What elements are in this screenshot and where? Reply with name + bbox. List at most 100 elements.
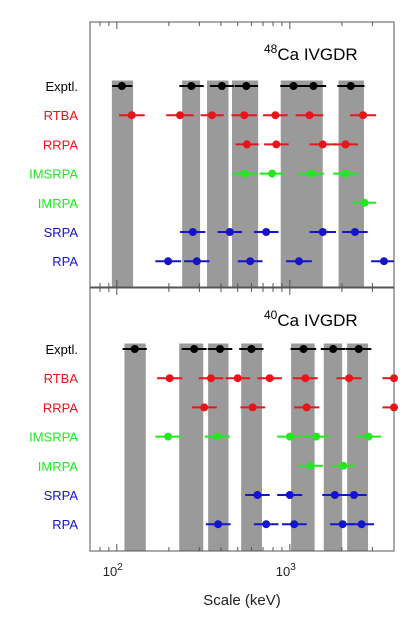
data-point-srpa bbox=[350, 228, 359, 236]
data-point-rrpa bbox=[390, 403, 398, 412]
data-point-exptl bbox=[217, 82, 226, 90]
data-point-exptl bbox=[299, 345, 308, 353]
data-point-imsrpa bbox=[312, 432, 321, 441]
data-point-exptl bbox=[130, 345, 139, 353]
data-point-rtba bbox=[390, 374, 398, 383]
gray-band bbox=[178, 342, 205, 552]
row-label-rtba: RTBA bbox=[44, 108, 79, 123]
gray-band bbox=[322, 342, 344, 552]
data-point-imrpa bbox=[360, 198, 369, 207]
data-point-exptl bbox=[309, 82, 318, 90]
data-point-rpa bbox=[214, 520, 223, 529]
gray-band bbox=[110, 79, 135, 288]
gray-band bbox=[290, 342, 316, 552]
data-point-rtba bbox=[265, 374, 274, 383]
data-point-rrpa bbox=[341, 140, 350, 149]
data-point-exptl bbox=[354, 345, 363, 353]
gray-band bbox=[207, 342, 230, 552]
panel-bottom: 40Ca IVGDR Exptl. RTBA RRPA IMSRPA IMRPA SRPA R… bbox=[29, 287, 398, 552]
data-point-rpa bbox=[338, 520, 347, 529]
data-point-rrpa bbox=[242, 140, 251, 149]
gray-band bbox=[346, 342, 370, 552]
panel-title: 40Ca IVGDR bbox=[264, 308, 358, 330]
data-point-rtba bbox=[240, 111, 249, 120]
x-tick-label: 103 bbox=[276, 562, 296, 579]
row-label-exptl: Exptl. bbox=[45, 342, 78, 357]
data-point-rrpa bbox=[302, 403, 311, 412]
gray-band bbox=[337, 79, 365, 288]
data-point-imrpa bbox=[306, 461, 315, 470]
row-label-rtba: RTBA bbox=[44, 371, 79, 386]
data-point-rtba bbox=[305, 111, 314, 120]
x-tick-label: 102 bbox=[103, 562, 123, 579]
data-point-rpa bbox=[379, 257, 388, 266]
row-label-imrpa: IMRPA bbox=[38, 459, 79, 474]
x-tick-label-base: 10 bbox=[276, 564, 290, 579]
data-point-imsrpa bbox=[164, 432, 173, 441]
row-label-rrpa: RRPA bbox=[43, 400, 78, 415]
row-label-rpa: RPA bbox=[52, 517, 78, 532]
x-tick-label-exponent: 2 bbox=[117, 562, 123, 573]
data-point-imsrpa bbox=[268, 169, 277, 178]
data-point-srpa bbox=[318, 228, 327, 236]
gray-band bbox=[123, 342, 147, 552]
data-point-exptl bbox=[190, 345, 199, 353]
x-axis: 102 103 bbox=[103, 562, 296, 579]
panel-title-text: Ca IVGDR bbox=[277, 45, 357, 64]
data-point-srpa bbox=[262, 228, 271, 236]
data-point-exptl bbox=[329, 345, 338, 353]
x-tick-label-base: 10 bbox=[103, 564, 117, 579]
x-axis-title: Scale (keV) bbox=[203, 592, 281, 609]
data-point-rtba bbox=[359, 111, 368, 120]
data-point-exptl bbox=[289, 82, 298, 90]
data-point-imsrpa bbox=[341, 169, 350, 178]
data-point-exptl bbox=[117, 82, 126, 90]
gray-band bbox=[279, 79, 324, 288]
data-point-imsrpa bbox=[364, 432, 373, 441]
row-label-imsrpa: IMSRPA bbox=[29, 430, 78, 445]
data-point-rpa bbox=[246, 257, 255, 266]
row-label-rrpa: RRPA bbox=[43, 137, 78, 152]
data-point-exptl bbox=[247, 345, 256, 353]
data-point-rtba bbox=[206, 374, 215, 383]
data-point-rtba bbox=[301, 374, 310, 383]
x-tick-label-exponent: 3 bbox=[290, 562, 296, 573]
panel-title-text: Ca IVGDR bbox=[277, 311, 357, 330]
row-label-imrpa: IMRPA bbox=[38, 196, 79, 211]
data-point-rtba bbox=[233, 374, 242, 383]
data-point-rpa bbox=[290, 520, 299, 529]
row-label-exptl: Exptl. bbox=[45, 79, 78, 94]
data-point-rpa bbox=[192, 257, 201, 266]
data-point-rpa bbox=[164, 257, 173, 266]
data-point-srpa bbox=[330, 491, 339, 499]
data-point-imsrpa bbox=[240, 169, 249, 178]
data-point-exptl bbox=[242, 82, 251, 90]
data-point-rtba bbox=[176, 111, 185, 120]
data-point-rpa bbox=[357, 520, 366, 529]
data-point-exptl bbox=[216, 345, 225, 353]
data-point-imsrpa bbox=[285, 432, 294, 441]
gray-band bbox=[230, 79, 260, 288]
row-label-rpa: RPA bbox=[52, 254, 78, 269]
row-label-srpa: SRPA bbox=[44, 225, 79, 240]
gray-band bbox=[240, 342, 263, 552]
data-point-rtba bbox=[208, 111, 217, 120]
data-point-srpa bbox=[188, 228, 197, 236]
data-point-rrpa bbox=[200, 403, 209, 412]
panel-title-mass: 40 bbox=[264, 308, 278, 322]
panel-border bbox=[89, 287, 395, 552]
data-point-rtba bbox=[165, 374, 174, 383]
data-point-rpa bbox=[295, 257, 304, 266]
data-point-rrpa bbox=[272, 140, 281, 149]
panel-border bbox=[89, 21, 395, 288]
data-point-rtba bbox=[127, 111, 136, 120]
data-point-rtba bbox=[271, 111, 280, 120]
data-point-exptl bbox=[346, 82, 355, 90]
data-point-imrpa bbox=[339, 461, 348, 470]
gray-band bbox=[206, 79, 230, 288]
data-point-imsrpa bbox=[307, 169, 316, 178]
panel-title-mass: 48 bbox=[264, 42, 278, 56]
gray-band bbox=[181, 79, 202, 288]
row-label-imsrpa: IMSRPA bbox=[29, 167, 78, 182]
